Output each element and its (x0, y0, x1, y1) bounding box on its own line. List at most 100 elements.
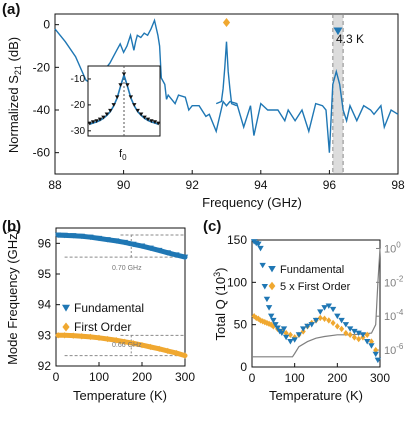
annotation-first-order-shift: 0.66 GHz (112, 342, 142, 349)
inset-data-point (125, 83, 130, 87)
inset-data-point (90, 120, 96, 125)
data-point (173, 252, 180, 258)
data-point (173, 349, 179, 357)
x-tick-label: 200 (132, 370, 152, 384)
data-point (300, 326, 307, 332)
legend-marker-fundamental (62, 304, 70, 312)
data-point (280, 326, 288, 332)
x-tick-label: 100 (285, 371, 305, 385)
data-point (272, 322, 279, 328)
y-tick-label: 94 (38, 298, 52, 312)
data-point (326, 317, 332, 324)
inset-data-point (145, 117, 151, 122)
inset-data-point (152, 120, 158, 125)
data-point (359, 332, 367, 338)
inset-data-point (132, 103, 137, 107)
data-point (255, 241, 262, 248)
x-tick-label: 98 (391, 178, 405, 192)
data-point (147, 245, 154, 252)
panel-c-legend: Fundamental 5 x First Order (268, 264, 351, 293)
data-point (346, 326, 354, 332)
x-tick-label: 94 (254, 178, 268, 192)
legend-marker-first-order (62, 322, 70, 332)
right-y-tick-label: 10-4 (384, 308, 404, 323)
data-point (270, 317, 277, 324)
x-tick-label: 300 (370, 371, 390, 385)
y-tick-label: -60 (33, 146, 51, 160)
data-point (139, 341, 145, 349)
data-point (61, 232, 68, 239)
panel-a-ylabel: Normalized S21 (dB) (6, 37, 23, 153)
data-point (263, 296, 271, 303)
data-point (165, 347, 171, 355)
inset-data-point (156, 121, 161, 126)
data-point (261, 284, 268, 290)
spectrum-line-0 (54, 18, 399, 153)
data-point (268, 313, 275, 320)
data-point (95, 235, 103, 242)
data-point (70, 332, 76, 339)
spectrum-line-1 (215, 41, 238, 107)
data-point (138, 243, 146, 249)
data-point (330, 319, 336, 327)
data-point (55, 332, 61, 339)
data-point (113, 238, 120, 244)
data-point (339, 325, 345, 333)
data-point (308, 322, 315, 328)
data-point (374, 357, 382, 364)
data-point (156, 345, 162, 353)
annotation-fundamental-shift: 0.70 GHz (112, 265, 142, 272)
panel-b-xlabel: Temperature (K) (73, 388, 167, 403)
inset-data-point (149, 119, 154, 123)
data-point (87, 234, 94, 241)
y-tick-label: 96 (38, 236, 52, 250)
data-point (351, 334, 357, 341)
data-point (87, 333, 93, 341)
data-point (96, 334, 102, 341)
data-point (182, 352, 188, 359)
inset-data-point (97, 117, 103, 122)
data-point (104, 237, 111, 243)
panel-b: (b) 0 100 200 300 92 93 94 95 96 Temperature (K)… (2, 218, 195, 403)
panel-a-inset: -10 -20 -30 f0 (71, 65, 161, 162)
inset-data-point (94, 119, 99, 123)
x-tick-label: 0 (249, 371, 256, 385)
shaded-band (332, 15, 344, 173)
data-point (70, 233, 77, 239)
x-tick-label: 100 (89, 370, 109, 384)
x-tick-label: 0 (53, 370, 60, 384)
data-point (321, 305, 328, 311)
data-point (364, 339, 371, 345)
x-tick-label: 90 (117, 178, 131, 192)
data-point (291, 337, 298, 343)
data-point (287, 331, 293, 339)
data-point (265, 305, 273, 311)
panel-c-xlabel: Temperature (K) (269, 388, 363, 403)
data-point (105, 335, 111, 343)
data-point (317, 309, 324, 315)
data-point (257, 245, 264, 252)
data-point (338, 317, 345, 324)
inset-data-point (128, 95, 134, 100)
panel-c-axes (251, 239, 381, 368)
series-band-tri-down (55, 232, 188, 260)
data-point (78, 233, 85, 240)
data-point (368, 338, 375, 345)
y-tick-label: 100 (227, 275, 247, 289)
data-point (312, 317, 320, 324)
inset-xlabel: f0 (119, 148, 127, 162)
series-band-diamond (55, 332, 188, 359)
right-y-tick-label: 10-6 (384, 342, 404, 357)
data-point (287, 339, 294, 345)
data-point (79, 333, 85, 340)
inset-y-tick-label: -20 (71, 100, 86, 111)
panel-b-ylabel: Mode Frequency (GHz) (5, 229, 20, 365)
data-point (122, 338, 128, 345)
data-point (54, 232, 62, 238)
legend-label-first-order: 5 x First Order (280, 281, 351, 293)
data-point (321, 315, 328, 322)
data-point (343, 329, 349, 337)
y-tick-label: 150 (227, 233, 247, 247)
